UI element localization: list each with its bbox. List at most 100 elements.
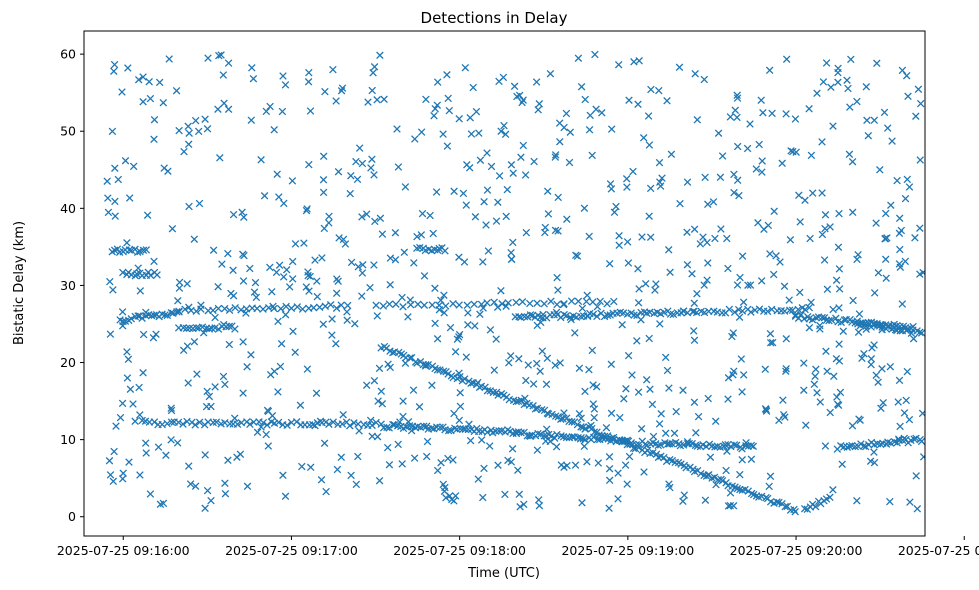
data-point — [562, 414, 571, 422]
data-point — [389, 348, 397, 357]
data-point — [835, 304, 843, 312]
data-point — [214, 304, 223, 313]
data-point — [343, 308, 351, 316]
data-point — [541, 228, 549, 237]
data-point — [337, 301, 345, 309]
data-point — [439, 367, 448, 375]
data-point — [623, 480, 631, 488]
data-point — [246, 420, 254, 429]
data-point — [420, 422, 428, 430]
data-point — [236, 450, 245, 458]
data-point — [536, 367, 544, 375]
data-point — [898, 66, 907, 75]
data-point — [225, 306, 234, 315]
data-point — [693, 116, 702, 124]
data-point — [430, 111, 438, 120]
data-point — [589, 433, 598, 441]
data-point — [818, 313, 826, 322]
data-point — [332, 97, 340, 105]
data-point — [104, 194, 112, 202]
data-point — [914, 85, 923, 94]
data-point — [304, 78, 313, 86]
data-point — [358, 269, 367, 277]
data-point — [152, 330, 160, 338]
data-point — [474, 378, 482, 387]
data-point — [512, 298, 520, 307]
data-point — [605, 504, 613, 512]
data-point — [355, 144, 364, 152]
data-point — [821, 224, 829, 233]
data-point — [167, 436, 175, 444]
data-point — [550, 434, 559, 442]
data-point — [835, 209, 843, 218]
data-point — [895, 214, 904, 223]
data-point — [816, 398, 825, 406]
data-point — [249, 74, 258, 83]
data-point — [367, 164, 375, 172]
data-point — [764, 221, 773, 230]
data-point — [163, 311, 172, 320]
data-point — [446, 323, 455, 332]
data-point — [465, 420, 473, 429]
data-point — [370, 171, 378, 179]
data-point — [552, 308, 561, 317]
data-point — [385, 300, 394, 308]
data-point — [881, 209, 890, 218]
data-point — [362, 210, 371, 218]
data-point — [191, 482, 200, 490]
data-point — [535, 501, 544, 510]
data-point — [450, 409, 458, 418]
data-point — [623, 238, 632, 246]
data-point — [853, 97, 861, 106]
data-point — [296, 401, 305, 409]
data-point — [571, 329, 579, 337]
data-point — [366, 283, 374, 292]
data-point — [689, 327, 698, 335]
data-point — [184, 140, 193, 149]
data-point — [252, 293, 261, 302]
data-point — [224, 105, 233, 114]
data-point — [665, 480, 673, 488]
data-point — [306, 107, 315, 115]
data-point — [825, 316, 833, 325]
chart-title: Detections in Delay — [421, 9, 568, 27]
data-point — [886, 497, 894, 506]
data-point — [583, 457, 591, 466]
data-point — [247, 116, 256, 124]
data-point — [282, 266, 291, 274]
data-point — [161, 311, 169, 319]
data-point — [853, 496, 861, 505]
data-point — [123, 374, 132, 382]
data-point — [585, 365, 593, 374]
data-point — [288, 275, 297, 283]
data-point — [540, 432, 548, 440]
data-point — [826, 223, 834, 231]
data-point — [768, 109, 776, 118]
data-point — [844, 84, 852, 93]
data-point — [464, 321, 472, 329]
data-point — [703, 276, 711, 284]
data-point — [526, 299, 534, 308]
data-point — [801, 196, 809, 205]
data-point — [209, 246, 218, 254]
data-point — [216, 154, 224, 162]
data-point — [339, 235, 348, 244]
data-point — [508, 445, 517, 453]
data-point — [435, 305, 444, 314]
data-point — [592, 105, 600, 114]
data-point — [205, 325, 214, 333]
data-point — [401, 359, 410, 367]
data-point — [109, 477, 118, 486]
data-point — [440, 291, 448, 299]
data-point — [436, 423, 444, 432]
data-point — [111, 212, 119, 220]
data-point — [302, 206, 311, 215]
data-point — [691, 69, 699, 78]
data-point — [646, 308, 654, 317]
data-point — [870, 116, 879, 125]
data-point — [732, 441, 741, 450]
data-point — [634, 100, 642, 109]
data-point — [805, 303, 814, 312]
data-point — [919, 453, 925, 461]
data-point — [823, 367, 831, 376]
